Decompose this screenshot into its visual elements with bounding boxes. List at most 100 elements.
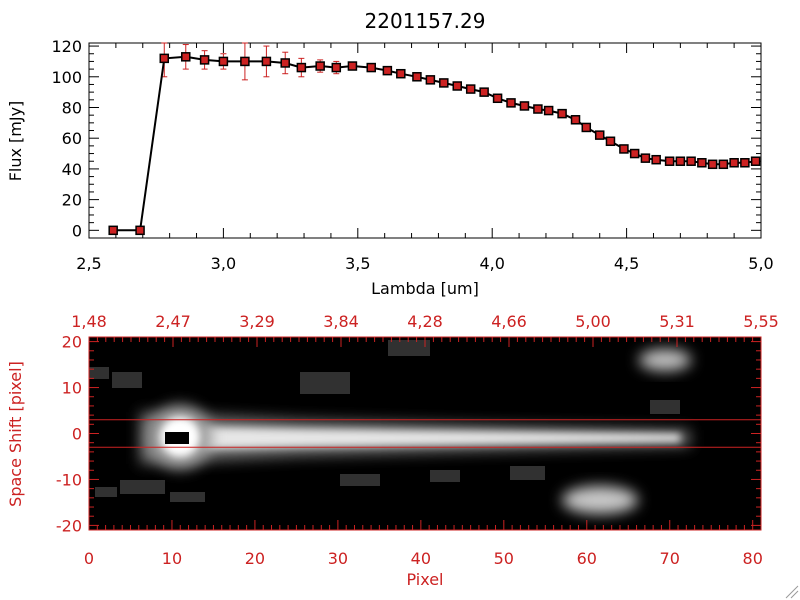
x-tick-label: 70 (660, 549, 680, 568)
data-point (492, 93, 503, 104)
data-point (533, 104, 543, 114)
data-point (452, 81, 463, 91)
y-tick-label: 0 (72, 425, 82, 444)
data-point (479, 87, 489, 97)
data-point (619, 144, 629, 154)
data-point (750, 156, 761, 166)
faint-noise-patches (89, 340, 680, 502)
top-chart-title: 2201157.29 (365, 9, 486, 33)
top-axis-label: 3,84 (323, 312, 359, 331)
x-tick-label: 5,0 (748, 254, 773, 273)
data-point (506, 98, 516, 108)
data-point (425, 75, 436, 85)
data-point (199, 55, 210, 65)
top-axis-label: 4,28 (407, 312, 443, 331)
x-tick-label: 20 (245, 549, 265, 568)
data-point (740, 158, 750, 168)
data-point (366, 62, 376, 73)
spectral-image (89, 337, 761, 530)
x-tick-label: 60 (577, 549, 597, 568)
x-tick-label: 3,0 (211, 254, 236, 273)
data-point (135, 225, 145, 236)
y-tick-label: -10 (56, 470, 82, 489)
data-point (519, 101, 530, 111)
data-point (439, 78, 449, 88)
resize-grip-icon[interactable] (785, 585, 799, 599)
top-chart-y-ticks: 0 20 40 60 80 100 120 (51, 37, 761, 240)
data-point (108, 225, 118, 236)
top-axis-label: 4,66 (491, 312, 527, 331)
y-tick-label: 40 (62, 160, 82, 179)
y-tick-label: 120 (51, 37, 82, 56)
image-top-wavelength-ticks: 1,48 2,47 3,29 3,84 4,28 4,66 5,00 5,31 5,55 (71, 312, 779, 347)
data-point (557, 108, 567, 119)
extraction-band-lines (89, 419, 761, 448)
y-tick-label: 100 (51, 68, 82, 87)
x-tick-label: 50 (494, 549, 514, 568)
secondary-source-lower (562, 486, 638, 514)
data-point (159, 53, 170, 64)
data-point (296, 62, 307, 73)
peak-marker (165, 432, 189, 444)
top-chart-x-ticks: 2,5 3,0 3,5 4,0 4,5 5,0 (76, 43, 774, 273)
top-chart-ylabel: Flux [mJy] (6, 101, 25, 182)
y-tick-label: 60 (62, 129, 82, 148)
data-point (240, 56, 250, 67)
top-chart-frame (88, 42, 762, 239)
data-point (331, 62, 342, 73)
x-tick-label: 40 (411, 549, 431, 568)
data-point (347, 61, 358, 71)
data-point (686, 156, 696, 166)
top-chart-points (108, 52, 761, 236)
y-tick-label: -20 (56, 516, 82, 535)
image-ylabel: Space Shift [pixel] (6, 361, 25, 507)
data-point (261, 56, 272, 67)
top-chart-xlabel: Lambda [um] (371, 279, 479, 298)
data-point (412, 72, 422, 82)
top-axis-label: 3,29 (239, 312, 275, 331)
data-point (594, 130, 605, 140)
data-point (396, 68, 406, 79)
data-point (543, 105, 554, 116)
top-axis-label: 5,31 (659, 312, 695, 331)
data-point (181, 52, 191, 62)
data-point (718, 159, 729, 170)
y-tick-label: 80 (62, 98, 82, 117)
x-tick-label: 3,5 (345, 254, 370, 273)
y-tick-label: 20 (62, 191, 82, 210)
image-x-ticks: 0 10 20 30 40 50 60 70 80 (84, 520, 763, 568)
top-axis-label: 2,47 (155, 312, 191, 331)
data-point (280, 58, 290, 68)
secondary-source-upper (639, 349, 691, 371)
x-tick-label: 30 (328, 549, 348, 568)
data-point (729, 158, 739, 168)
spectrum-trace-core (160, 426, 680, 450)
top-axis-label: 5,55 (743, 312, 779, 331)
x-tick-label: 10 (162, 549, 182, 568)
data-point (382, 65, 393, 76)
y-tick-label: 0 (72, 221, 82, 240)
y-tick-label: 10 (62, 379, 82, 398)
data-point (315, 61, 325, 71)
data-point (697, 158, 707, 168)
x-tick-label: 4,0 (479, 254, 504, 273)
x-tick-label: 2,5 (76, 254, 101, 273)
image-y-ticks: -20 -10 0 10 20 (56, 333, 761, 535)
data-point (570, 115, 581, 125)
x-tick-label: 0 (84, 549, 94, 568)
data-point (218, 56, 229, 67)
x-tick-label: 80 (743, 549, 763, 568)
top-axis-label: 1,48 (71, 312, 107, 331)
top-axis-label: 5,00 (575, 312, 611, 331)
data-point (605, 136, 616, 147)
data-point (465, 84, 476, 94)
data-point (651, 154, 661, 165)
top-chart-plot: 2,5 3,0 3,5 4,0 4,5 5,0 0 20 40 60 80 100 120 (51, 37, 773, 273)
data-point (629, 148, 640, 159)
image-xlabel: Pixel (406, 570, 443, 589)
data-point (581, 122, 592, 133)
y-tick-label: 20 (62, 333, 82, 352)
data-point (640, 153, 651, 163)
data-point (664, 156, 675, 166)
